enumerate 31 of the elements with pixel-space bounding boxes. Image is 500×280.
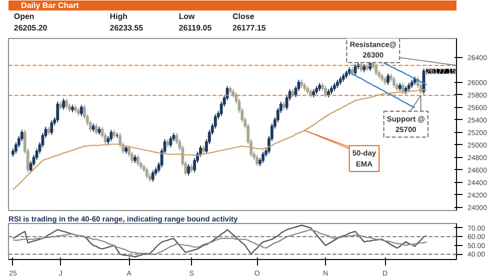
text: Open: [14, 12, 34, 21]
line-series: [12, 224, 428, 258]
candlestick: [65, 98, 68, 110]
candlestick: [401, 82, 404, 95]
candlestick: [392, 76, 396, 88]
candlestick: [374, 64, 378, 76]
candlestick: [50, 120, 54, 136]
chart-title: Daily Bar Chart: [21, 1, 80, 10]
text: 26177.15: [232, 24, 266, 32]
candlestick: [80, 104, 83, 117]
candlestick: [151, 170, 154, 182]
text: 26233.55: [110, 24, 144, 32]
text: 26119.05: [178, 24, 212, 32]
candlestick: [256, 154, 259, 167]
line-series: [12, 229, 428, 255]
candlestick: [354, 64, 357, 76]
text: 26205.20: [14, 24, 48, 32]
candlestick: [94, 123, 98, 136]
candlestick: [386, 73, 390, 86]
candlestick: [56, 101, 60, 123]
candlestick: [145, 166, 148, 180]
candlestick: [169, 136, 172, 148]
text: High: [110, 12, 128, 21]
candlestick: [187, 164, 190, 176]
text: Low: [178, 12, 196, 21]
candlestick: [110, 129, 113, 142]
candlestick: [324, 86, 327, 98]
text: Close: [232, 12, 255, 21]
candlestick: [62, 98, 66, 110]
candlestick: [262, 151, 264, 164]
candlestick: [136, 154, 140, 167]
